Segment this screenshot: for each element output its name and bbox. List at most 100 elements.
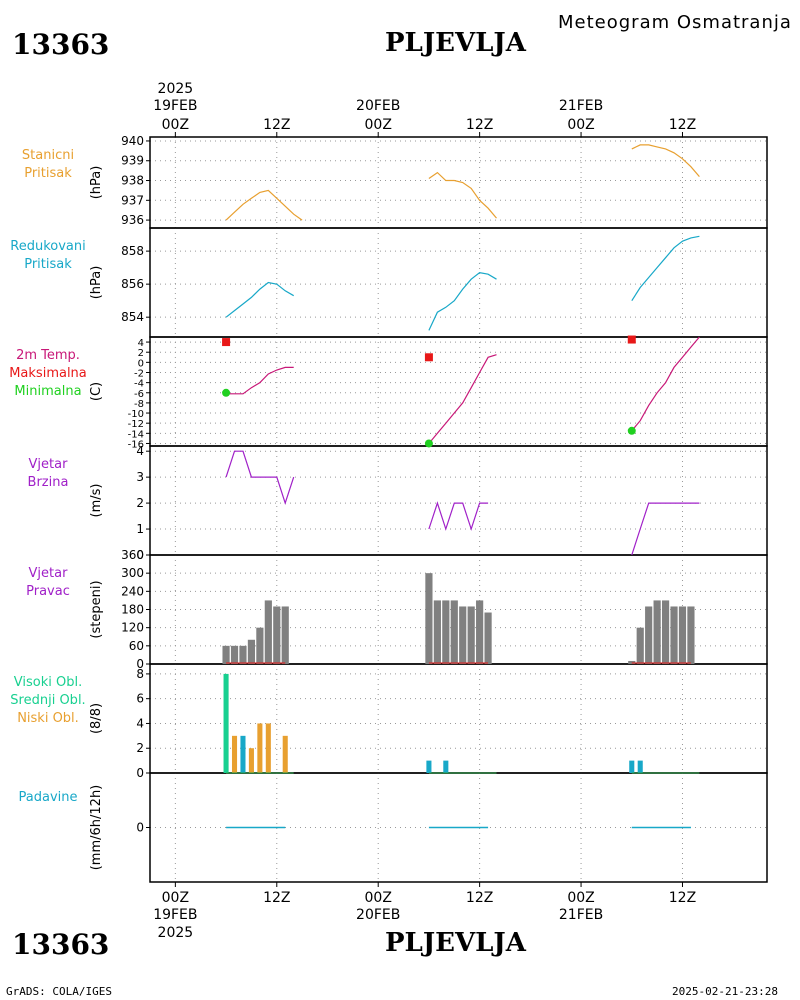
x-tick-label-bottom: 00Z bbox=[567, 890, 594, 906]
x-tick-label-bottom: 12Z bbox=[669, 890, 696, 906]
y-tick-label: 3 bbox=[136, 470, 144, 484]
middle-cloud-bar bbox=[426, 760, 432, 773]
x-day-label-top: 21FEB bbox=[559, 98, 603, 114]
y-tick-label: 2 bbox=[136, 741, 144, 755]
panel-frame bbox=[149, 136, 768, 229]
low-cloud-bar bbox=[248, 748, 254, 773]
x-tick-label-bottom: 12Z bbox=[263, 890, 290, 906]
x-tick-label-top: 12Z bbox=[669, 117, 696, 133]
panel-frame bbox=[149, 227, 768, 338]
station-pressure-line bbox=[631, 144, 700, 177]
wind-direction-bar bbox=[628, 660, 636, 664]
max-temp-marker bbox=[424, 353, 433, 362]
station-id-top: 13363 bbox=[12, 28, 110, 61]
y-tick-label: 937 bbox=[121, 193, 144, 207]
panel-label: Minimalna bbox=[14, 384, 81, 399]
y-axis-unit: (C) bbox=[89, 382, 104, 401]
x-tick-label-top: 12Z bbox=[466, 117, 493, 133]
y-tick-label: 300 bbox=[121, 566, 144, 580]
y-tick-label: 856 bbox=[121, 277, 144, 291]
wind-speed-line bbox=[631, 502, 700, 556]
y-tick-label: 240 bbox=[121, 584, 144, 598]
y-tick-label: -14 bbox=[128, 429, 144, 440]
wind-direction-bar bbox=[678, 606, 687, 664]
x-tick-label-bottom: 00Z bbox=[365, 890, 392, 906]
year-label-bottom: 2025 bbox=[158, 925, 194, 941]
y-tick-label: 6 bbox=[136, 692, 144, 706]
y-tick-label: 939 bbox=[121, 154, 144, 168]
y-axis-unit: (stepeni) bbox=[89, 580, 104, 638]
panel-label: 2m Temp. bbox=[16, 348, 80, 363]
y-tick-label: -8 bbox=[134, 399, 144, 410]
y-tick-label: 0 bbox=[136, 766, 144, 780]
max-temp-marker bbox=[222, 338, 231, 347]
reduced-pressure-line bbox=[631, 235, 700, 302]
wind-direction-bar bbox=[433, 600, 441, 664]
wind-direction-bar bbox=[425, 573, 433, 664]
wind-direction-bar bbox=[247, 639, 256, 664]
temperature-line bbox=[428, 354, 497, 444]
wind-direction-bar bbox=[450, 600, 458, 664]
station-pressure-line bbox=[225, 189, 303, 221]
temperature-line bbox=[226, 366, 294, 395]
wind-direction-bar bbox=[442, 600, 450, 664]
min-temp-marker bbox=[627, 426, 636, 435]
y-tick-label: 936 bbox=[121, 213, 144, 227]
wind-direction-bar bbox=[273, 606, 281, 664]
x-tick-label-top: 00Z bbox=[162, 117, 189, 133]
x-day-label-bottom: 20FEB bbox=[356, 907, 400, 923]
panel-label: Visoki Obl. bbox=[14, 675, 82, 690]
x-tick-label-top: 00Z bbox=[365, 117, 392, 133]
y-axis-unit: (mm/6h/12h) bbox=[89, 785, 104, 871]
temperature-line bbox=[631, 336, 700, 432]
reduced-pressure-line bbox=[225, 281, 294, 318]
max-temp-marker bbox=[627, 335, 636, 344]
panel-label: Pritisak bbox=[24, 166, 72, 181]
y-axis-unit: (hPa) bbox=[89, 166, 104, 200]
wind-direction-bar bbox=[645, 606, 653, 664]
x-day-label-top: 19FEB bbox=[153, 98, 197, 114]
y-tick-label: 854 bbox=[121, 310, 144, 324]
y-tick-label: -16 bbox=[128, 439, 144, 450]
wind-direction-bar bbox=[459, 606, 467, 664]
y-tick-label: 4 bbox=[136, 716, 144, 730]
y-tick-label: -2 bbox=[134, 368, 144, 379]
station-name-bottom: PLJEVLJA bbox=[385, 928, 526, 958]
y-tick-label: -4 bbox=[134, 379, 144, 390]
min-temp-marker bbox=[222, 388, 231, 397]
wind-direction-bar bbox=[222, 645, 230, 664]
y-tick-label: 8 bbox=[136, 667, 144, 681]
panel-label: Brzina bbox=[28, 475, 69, 490]
y-tick-label: 858 bbox=[121, 244, 144, 258]
wind-direction-bar bbox=[281, 606, 289, 664]
y-axis-unit: (m/s) bbox=[89, 484, 104, 518]
panel-label: Pravac bbox=[26, 584, 70, 599]
middle-cloud-bar bbox=[240, 735, 246, 773]
panel-frame bbox=[149, 336, 768, 447]
wind-direction-bar bbox=[670, 606, 678, 664]
y-tick-label: 180 bbox=[121, 603, 144, 617]
panel-frame bbox=[149, 445, 768, 556]
y-tick-label: 60 bbox=[129, 639, 144, 653]
y-tick-label: 4 bbox=[138, 338, 144, 349]
wind-direction-bar bbox=[476, 600, 484, 664]
y-tick-label: 0 bbox=[138, 358, 144, 369]
wind-speed-line bbox=[428, 501, 489, 531]
x-tick-label-top: 00Z bbox=[567, 117, 594, 133]
min-temp-marker bbox=[424, 439, 433, 448]
y-axis-unit: (hPa) bbox=[89, 266, 104, 300]
wind-direction-bar bbox=[687, 606, 695, 664]
chart-subtitle: Meteogram Osmatranja bbox=[558, 12, 792, 33]
y-tick-label: 940 bbox=[121, 134, 144, 148]
wind-direction-bar bbox=[484, 612, 492, 664]
y-tick-label: 0 bbox=[136, 821, 144, 835]
y-tick-label: -6 bbox=[134, 389, 144, 400]
y-tick-label: 360 bbox=[121, 548, 144, 562]
wind-direction-bar bbox=[239, 645, 247, 664]
panel-label: Vjetar bbox=[29, 566, 69, 581]
panel-label: Stanicni bbox=[22, 148, 74, 163]
y-tick-label: 0 bbox=[136, 657, 144, 671]
y-tick-label: -12 bbox=[128, 419, 144, 430]
reduced-pressure-line bbox=[428, 271, 497, 331]
